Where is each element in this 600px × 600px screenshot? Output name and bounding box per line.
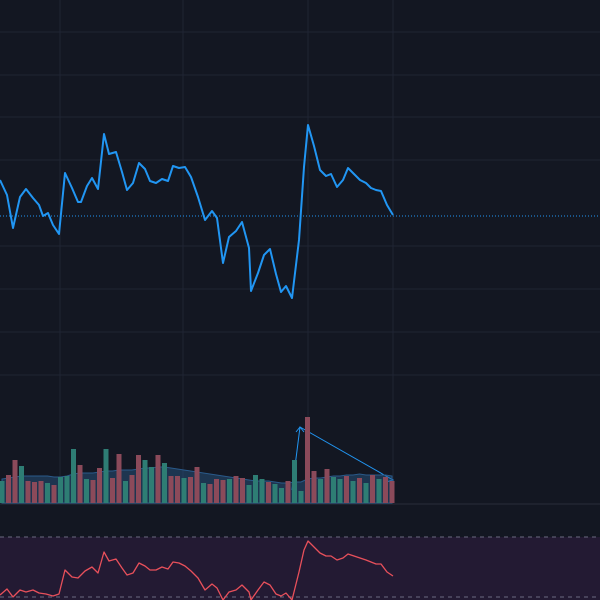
volume-bar <box>181 478 187 503</box>
volume-bar <box>383 477 388 503</box>
volume-bar <box>214 479 219 503</box>
volume-bar <box>103 449 109 503</box>
volume-bar <box>305 417 310 503</box>
volume-bar <box>246 485 252 503</box>
volume-bar <box>253 475 258 503</box>
volume-bar <box>6 475 11 503</box>
volume-bar <box>97 468 102 503</box>
volume-bar <box>0 481 5 503</box>
volume-bar <box>337 479 343 503</box>
volume-bar <box>51 485 57 503</box>
volume-bar <box>90 480 96 503</box>
volume-bar <box>318 479 323 503</box>
volume-bar <box>233 476 239 503</box>
volume-bar <box>129 475 135 503</box>
volume-bar <box>84 479 89 503</box>
volume-bar <box>220 480 226 503</box>
volume-bar <box>292 460 297 503</box>
volume-bar <box>149 467 154 503</box>
volume-bar <box>25 481 31 503</box>
volume-bar <box>188 477 193 503</box>
volume-bar <box>110 478 115 503</box>
volume-bar <box>370 475 375 503</box>
volume-bar <box>38 481 44 503</box>
volume-bar <box>324 469 330 503</box>
volume-bar <box>259 479 265 503</box>
volume-bar <box>71 449 76 503</box>
volume-bar <box>12 460 18 503</box>
volume-bar <box>227 479 232 503</box>
volume-bar <box>32 482 37 503</box>
volume-bar <box>201 483 206 503</box>
volume-bar <box>19 466 24 503</box>
volume-bar <box>357 478 362 503</box>
volume-bar <box>58 477 63 503</box>
volume-bar <box>240 478 245 503</box>
volume-bar <box>162 463 167 503</box>
grid <box>0 0 600 503</box>
volume-bar <box>77 465 83 503</box>
volume-bar <box>175 476 180 503</box>
volume-bar <box>155 455 161 503</box>
volume-bar <box>266 482 271 503</box>
volume-bar <box>194 467 200 503</box>
price-line <box>0 124 394 299</box>
volume-bar <box>311 471 317 503</box>
volume-bar <box>331 477 336 503</box>
volume-bar <box>45 483 50 503</box>
volume-bar <box>64 476 70 503</box>
rsi-line <box>0 540 394 600</box>
volume-bar <box>168 476 174 503</box>
volume-bar <box>123 481 128 503</box>
arrow-head <box>295 426 305 433</box>
volume-bar <box>279 488 284 503</box>
volume-bar <box>350 481 356 503</box>
arrow-head <box>385 475 395 483</box>
volume-bar <box>142 460 148 503</box>
volume-bar <box>207 484 213 503</box>
volume-bar <box>376 479 382 503</box>
volume-bar <box>136 455 141 503</box>
volume-bar <box>116 454 122 503</box>
volume-bar <box>298 491 304 503</box>
volume-bar <box>285 481 291 503</box>
volume-bar <box>272 484 278 503</box>
volume-bar <box>389 481 395 503</box>
volume-bar <box>363 483 369 503</box>
volume-bar <box>344 476 349 503</box>
